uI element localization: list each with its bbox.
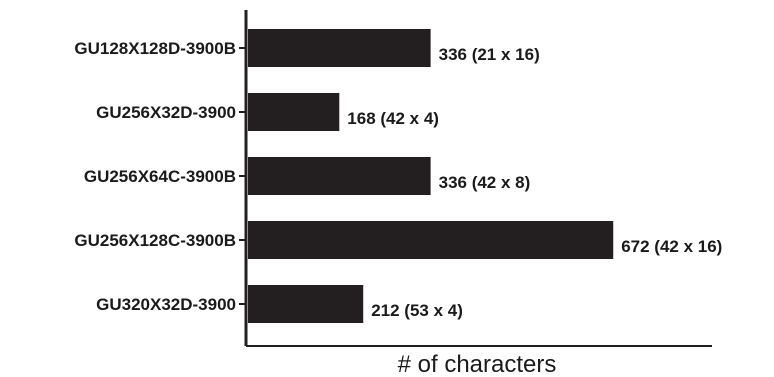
category-label-1: GU256X32D-3900 [96, 103, 236, 122]
category-label-2: GU256X64C-3900B [84, 167, 236, 186]
value-label-0: 336 (21 x 16) [439, 45, 540, 64]
value-label-3: 672 (42 x 16) [621, 237, 722, 256]
category-labels-group: GU128X128D-3900B GU256X32D-3900 GU256X64C-… [74, 39, 236, 314]
bar-0 [248, 29, 431, 67]
bar-2 [248, 157, 431, 195]
value-label-1: 168 (42 x 4) [347, 109, 439, 128]
bars-group [248, 29, 613, 323]
value-label-4: 212 (53 x 4) [371, 301, 463, 320]
x-axis-title: # of characters [398, 351, 557, 377]
bar-4 [248, 285, 363, 323]
bar-1 [248, 93, 339, 131]
category-label-0: GU128X128D-3900B [74, 39, 236, 58]
category-label-4: GU320X32D-3900 [96, 295, 236, 314]
value-label-2: 336 (42 x 8) [439, 173, 531, 192]
category-label-3: GU256X128C-3900B [74, 231, 236, 250]
bar-3 [248, 221, 613, 259]
